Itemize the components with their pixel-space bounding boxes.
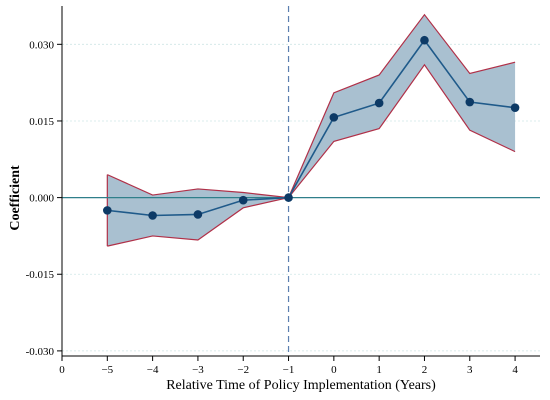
x-tick-label-2: −4 (147, 364, 159, 376)
x-tick-label-8: 2 (422, 364, 428, 376)
x-tick-label-7: 1 (376, 364, 382, 376)
x-tick-labels: 0 −5 −4 −3 −2 −1 0 1 2 3 4 (59, 364, 518, 376)
x-tick-label-1: −5 (101, 364, 113, 376)
x-tick-label-3: −3 (192, 364, 204, 376)
x-axis-title: Relative Time of Policy Implementation (… (166, 378, 436, 393)
data-point-0 (103, 206, 112, 215)
data-point-5 (329, 113, 339, 122)
reference-lines (62, 6, 540, 356)
data-point-4 (284, 193, 293, 202)
series-line (107, 38, 516, 217)
data-point-1 (148, 211, 157, 220)
confidence-band (106, 13, 516, 247)
x-tick-label-10: 4 (512, 364, 518, 376)
data-point-6 (374, 98, 384, 108)
data-point-7 (420, 35, 429, 45)
coefficient-markers (103, 35, 520, 220)
y-tick-label-3: -0.015 (26, 269, 55, 281)
y-tick-label-2: 0.000 (29, 193, 54, 205)
y-tick-label-0: 0.030 (29, 39, 54, 51)
y-axis-title: Coefficient (8, 165, 23, 231)
data-point-3 (238, 195, 248, 205)
x-tick-label-6: 0 (331, 364, 337, 376)
y-tick-label-4: -0.030 (26, 346, 55, 358)
data-point-8 (465, 97, 475, 107)
axes (57, 6, 540, 361)
band-upper-edge (107, 13, 516, 199)
data-point-9 (510, 103, 520, 112)
coefficient-line (107, 38, 516, 217)
x-tick-label-9: 3 (467, 364, 473, 376)
x-tick-label-4: −2 (237, 364, 249, 376)
x-tick-label-5: −1 (283, 364, 295, 376)
y-tick-label-1: 0.015 (29, 116, 54, 128)
data-point-2 (193, 210, 203, 219)
band-area (107, 14, 516, 247)
y-tick-labels: 0.030 0.015 0.000 -0.015 -0.030 (26, 39, 55, 358)
band-lower-edge (107, 63, 516, 247)
x-tick-label-0: 0 (59, 364, 65, 376)
